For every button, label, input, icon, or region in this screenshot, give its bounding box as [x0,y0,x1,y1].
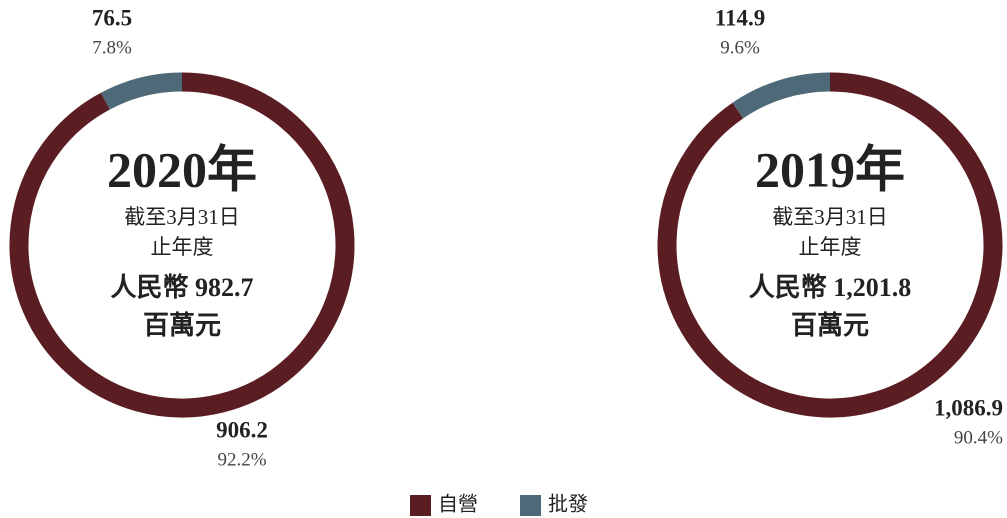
center-subtitle: 止年度 [799,235,862,259]
donut-segment [732,72,831,119]
legend-label: 批發 [548,493,588,516]
center-title: 2019年 [755,141,905,197]
percent-label: 92.2% [217,449,266,470]
value-label: 1,086.9 [934,395,1003,420]
donut-segment [9,72,355,418]
donut-segment [100,72,183,110]
center-subtitle: 止年度 [151,235,214,259]
legend-swatch [520,495,541,516]
legend-swatch [410,495,431,516]
percent-label: 90.4% [954,427,1003,448]
donut-segment [657,72,1003,418]
percent-label: 9.6% [720,37,760,58]
legend-label: 自營 [438,493,478,516]
center-total: 百萬元 [143,311,221,340]
percent-label: 7.8% [92,37,132,58]
value-label: 114.9 [715,5,765,30]
value-label: 76.5 [92,5,132,30]
center-total: 百萬元 [791,311,869,340]
value-label: 906.2 [216,417,268,442]
center-title: 2020年 [107,141,257,197]
center-subtitle: 截至3月31日 [124,205,240,229]
center-total: 人民幣 982.7 [110,273,253,302]
center-total: 人民幣 1,201.8 [749,273,912,302]
center-subtitle: 截至3月31日 [772,205,888,229]
